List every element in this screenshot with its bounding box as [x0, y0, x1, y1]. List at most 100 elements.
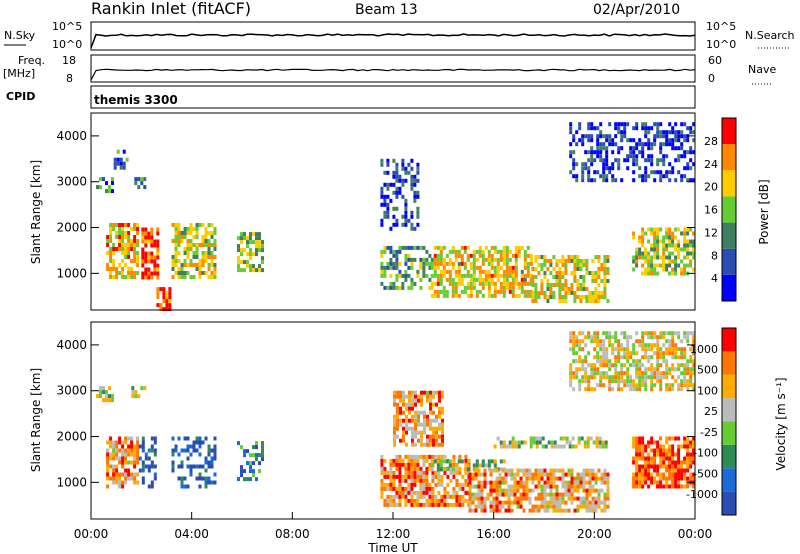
heatmap-cell	[552, 504, 556, 509]
heatmap-cell	[118, 271, 122, 275]
heatmap-cell	[428, 494, 432, 499]
heatmap-cell	[454, 293, 458, 298]
heatmap-cell	[118, 456, 122, 461]
heatmap-cell	[677, 476, 681, 481]
heatmap-cell	[121, 231, 125, 235]
heatmap-cell	[617, 343, 621, 348]
heatmap-cell	[668, 255, 672, 260]
heatmap-cell	[118, 235, 122, 239]
heatmap-cell	[576, 255, 580, 259]
heatmap-cell	[141, 464, 145, 469]
heatmap-cell	[383, 486, 387, 491]
heatmap-cell	[258, 244, 261, 249]
heatmap-cell	[448, 463, 452, 468]
heatmap-cell	[641, 476, 645, 481]
heatmap-cell	[468, 484, 472, 489]
colorbar-tick-label: 28	[704, 135, 718, 148]
heatmap-cell	[392, 474, 396, 479]
heatmap-cell	[590, 367, 594, 372]
heatmap-cell	[383, 502, 387, 507]
heatmap-cell	[567, 508, 571, 513]
heatmap-cell	[174, 263, 178, 267]
heatmap-cell	[105, 394, 108, 399]
heatmap-cell	[603, 468, 607, 473]
heatmap-cell	[422, 458, 426, 463]
heatmap-cell	[389, 265, 393, 270]
heatmap-cell	[561, 480, 565, 485]
heatmap-cell	[405, 442, 408, 447]
heatmap-cell	[561, 508, 565, 513]
heatmap-cell	[668, 367, 672, 372]
heatmap-cell	[511, 444, 515, 449]
heatmap-cell	[180, 484, 184, 489]
heatmap-cell	[537, 255, 541, 259]
heatmap-cell	[573, 496, 577, 501]
heatmap-cell	[671, 331, 675, 336]
heatmap-cell	[505, 249, 509, 254]
heatmap-cell	[392, 222, 396, 227]
heatmap-cell	[398, 490, 402, 495]
heatmap-cell	[210, 263, 214, 267]
heatmap-cell	[109, 452, 113, 457]
heatmap-cell	[395, 486, 399, 491]
heatmap-cell	[404, 198, 408, 203]
heatmap-cell	[433, 265, 437, 270]
heatmap-cell	[632, 472, 636, 477]
heatmap-cell	[638, 375, 642, 380]
heatmap-cell	[186, 251, 190, 255]
heatmap-cell	[124, 235, 128, 239]
heatmap-cell	[602, 142, 606, 147]
heatmap-cell	[112, 468, 116, 473]
heatmap-cell	[499, 281, 503, 286]
heatmap-cell	[540, 468, 544, 473]
heatmap-cell	[573, 259, 577, 263]
heatmap-cell	[603, 504, 607, 509]
heatmap-cell	[451, 281, 455, 286]
heatmap-cell	[210, 271, 214, 275]
heatmap-cell	[481, 293, 485, 298]
heatmap-cell	[433, 289, 437, 294]
heatmap-cell	[410, 178, 414, 183]
heatmap-cell	[153, 472, 157, 477]
heatmap-cell	[452, 462, 456, 467]
heatmap-cell	[668, 472, 672, 477]
heatmap-cell	[433, 245, 437, 250]
heatmap-cell	[213, 452, 217, 457]
heatmap-cell	[401, 158, 405, 163]
heatmap-cell	[656, 231, 660, 236]
heatmap-cell	[597, 504, 601, 509]
heatmap-cell	[460, 459, 464, 464]
heatmap-cell	[588, 484, 592, 489]
heatmap-cell	[118, 247, 122, 251]
heatmap-cell	[177, 223, 181, 227]
heatmap-cell	[683, 460, 687, 465]
heatmap-cell	[611, 351, 615, 356]
heatmap-cell	[141, 444, 145, 449]
heatmap-cell	[454, 463, 458, 468]
heatmap-cell	[133, 480, 137, 485]
heatmap-cell	[605, 178, 609, 183]
heatmap-cell	[579, 283, 583, 287]
heatmap-cell	[395, 166, 399, 171]
heatmap-cell	[389, 494, 393, 499]
heatmap-cell	[617, 387, 621, 392]
heatmap-cell	[198, 436, 202, 441]
heatmap-cell	[644, 444, 648, 449]
heatmap-cell	[635, 452, 639, 457]
heatmap-cell	[674, 367, 678, 372]
heatmap-cell	[585, 472, 589, 477]
heatmap-cell	[517, 440, 521, 445]
heatmap-cell	[198, 464, 202, 469]
heatmap-cell	[439, 261, 443, 266]
heatmap-cell	[398, 478, 402, 483]
heatmap-cell	[510, 484, 514, 489]
heatmap-cell	[136, 440, 140, 445]
heatmap-cell	[207, 223, 211, 227]
heatmap-cell	[422, 486, 426, 491]
heatmap-cell	[662, 452, 666, 457]
heatmap-cell	[436, 261, 440, 266]
heatmap-cell	[493, 257, 497, 262]
heatmap-cell	[686, 387, 690, 392]
heatmap-cell	[689, 227, 693, 232]
heatmap-cell	[546, 259, 550, 263]
